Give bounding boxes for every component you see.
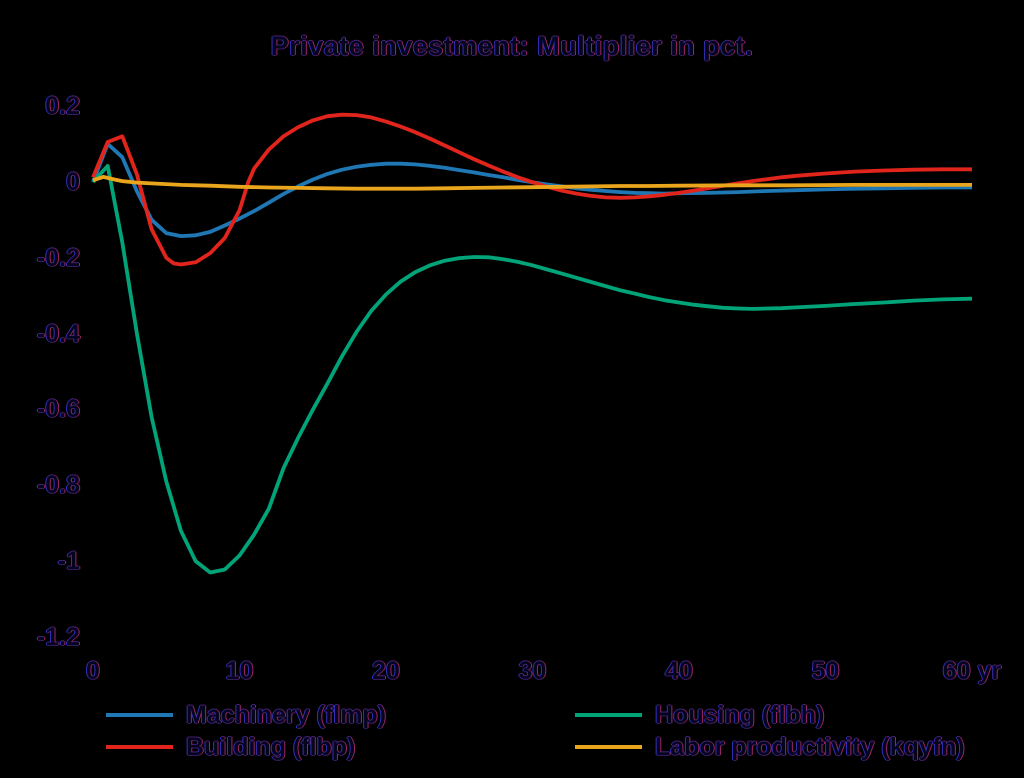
series-line-housing <box>91 163 973 575</box>
x-tick-label: 0 <box>86 657 100 685</box>
legend-item-labor-productivity: Labor productivity (kqyfn) <box>575 732 965 762</box>
legend-swatch-machinery <box>106 713 173 717</box>
y-tick-label: -0.4 <box>36 319 80 348</box>
series-line-building <box>91 112 972 267</box>
y-tick-label: -0.8 <box>36 471 80 500</box>
y-tick-label: -0.2 <box>36 243 80 272</box>
legend-swatch-housing <box>575 713 642 717</box>
legend-item-building: Building (flbp) <box>106 732 355 762</box>
chart-title: Private investment: Multiplier in pct. <box>270 31 754 61</box>
legend-swatch-labor-productivity <box>575 745 642 749</box>
x-tick-label: 10 <box>225 657 254 685</box>
legend-item-machinery: Machinery (flmp) <box>106 700 386 730</box>
legend-label-machinery: Machinery (flmp) <box>186 700 387 729</box>
series-line-machinery <box>91 141 972 239</box>
legend-label-housing: Housing (flbh) <box>655 700 825 729</box>
legend-item-housing: Housing (flbh) <box>575 700 824 730</box>
x-tick-label: 60 yr <box>942 657 1002 685</box>
legend-label-labor-productivity: Labor productivity (kqyfn) <box>655 732 965 761</box>
y-tick-label: -1.2 <box>36 623 80 651</box>
series-line-labor-productivity <box>92 174 972 191</box>
y-tick-label: -0.6 <box>36 395 80 424</box>
y-tick-label: 0.2 <box>45 92 80 120</box>
x-tick-label: 30 <box>518 657 547 685</box>
x-tick-label: 20 <box>372 657 400 685</box>
legend-swatch-building <box>106 745 173 749</box>
x-tick-label: 50 <box>811 657 840 685</box>
x-tick-label: 40 <box>665 657 693 685</box>
legend-label-building: Building (flbp) <box>186 732 356 761</box>
y-tick-label: -1 <box>57 547 80 576</box>
y-tick-label: 0 <box>66 167 80 196</box>
